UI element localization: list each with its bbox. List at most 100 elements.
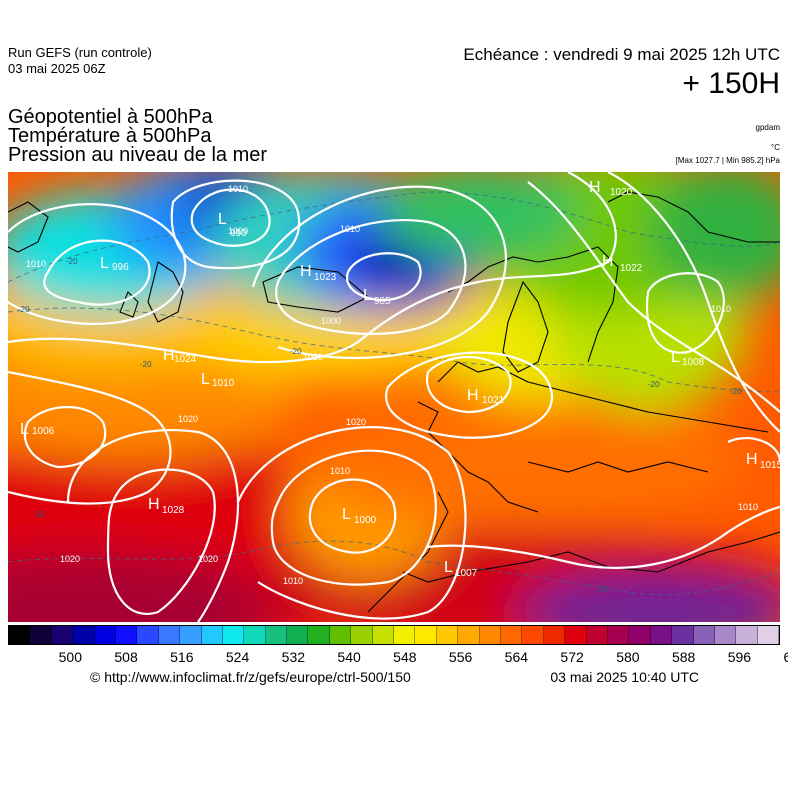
colorbar-swatch <box>415 626 437 644</box>
colorbar-swatch <box>436 626 459 644</box>
colorbar-swatch <box>158 626 181 644</box>
svg-text:990: 990 <box>230 228 247 239</box>
pressure-max-min: [Max 1027.7 | Min 985.2] hPa <box>675 156 780 165</box>
colorbar-swatch <box>9 626 31 644</box>
unit-geopotential: gpdam <box>755 123 780 132</box>
temperature-isotherms <box>8 191 780 596</box>
isobar-label: 1000 <box>321 316 341 326</box>
svg-text:1023: 1023 <box>314 272 337 283</box>
colorbar-tick-label: 508 <box>114 649 138 665</box>
isobar-label: 1020 <box>60 554 80 564</box>
colorbar-swatch <box>607 626 630 644</box>
colorbar-swatch <box>586 626 608 644</box>
colorbar-swatch <box>308 626 330 644</box>
isobar-label: 1020 <box>346 417 366 427</box>
svg-text:L: L <box>218 211 227 228</box>
isobar-label: 1010 <box>330 466 350 476</box>
temperature-label: -20 <box>730 387 742 396</box>
pressure-center: L 996 <box>100 255 129 273</box>
geopotential-shading <box>8 172 780 622</box>
run-title: Run GEFS (run controle) <box>8 45 152 60</box>
temperature-label: -20 <box>18 305 30 314</box>
svg-text:1010: 1010 <box>212 378 235 389</box>
layer-titles: Géopotentiel à 500hPa Température à 500h… <box>8 106 267 165</box>
colorbar-swatch <box>372 626 395 644</box>
svg-text:H: H <box>148 496 160 513</box>
coastlines <box>8 191 780 613</box>
isobars <box>8 172 780 622</box>
unit-temperature: °C <box>771 143 780 152</box>
pressure-center: H 1015 <box>746 451 780 471</box>
colorbar-swatch <box>650 626 673 644</box>
svg-text:H: H <box>467 387 479 404</box>
isobar-label: 1020 <box>198 554 218 564</box>
isobar-labels: 1010 1010 1010 1000 1020 1020 1020 1020 … <box>26 184 758 586</box>
isobar-label: 1020 <box>303 352 323 362</box>
colorbar-tick-label: 572 <box>560 649 584 665</box>
colorbar-swatch <box>565 626 587 644</box>
colorbar-tick-label: 540 <box>337 649 361 665</box>
pressure-center: L 1007 <box>444 559 478 579</box>
weather-map: 1010 1010 1010 1000 1020 1020 1020 1020 … <box>8 172 780 622</box>
svg-text:1006: 1006 <box>32 426 55 437</box>
isobar-label: 1010 <box>283 576 303 586</box>
colorbar-tick-labels: 500 508 516 524 532 540 548 556 564 572 580 588 596 6… <box>8 649 788 665</box>
temperature-label: -20 <box>290 347 302 356</box>
svg-text:1028: 1028 <box>162 505 185 516</box>
colorbar-swatch <box>693 626 715 644</box>
colorbar-swatch <box>222 626 245 644</box>
pressure-center: L 1008 <box>671 349 705 368</box>
colorbar-swatch <box>479 626 501 644</box>
svg-text:L: L <box>671 349 680 366</box>
temperature-label: -20 <box>648 380 660 389</box>
svg-text:1000: 1000 <box>354 515 377 526</box>
svg-text:H: H <box>163 347 175 364</box>
colorbar-tick-label: 604 <box>783 649 788 665</box>
colorbar-swatch <box>244 626 266 644</box>
colorbar-swatch <box>287 626 309 644</box>
colorbar-swatch <box>30 626 52 644</box>
svg-text:H: H <box>746 451 758 468</box>
isobar-label: 1010 <box>340 224 360 234</box>
colorbar-swatch <box>115 626 138 644</box>
valid-time: Echéance : vendredi 9 mai 2025 12h UTC <box>463 45 780 64</box>
colorbar-swatch <box>543 626 566 644</box>
colorbar-swatch <box>201 626 223 644</box>
isobar-label: 1020 <box>178 414 198 424</box>
colorbar-swatch <box>458 626 480 644</box>
credit-url: © http://www.infoclimat.fr/z/gefs/europe… <box>90 669 411 685</box>
svg-text:996: 996 <box>112 262 129 273</box>
colorbar-tick-label: 564 <box>504 649 529 665</box>
colorbar-swatch <box>736 626 758 644</box>
svg-text:1021: 1021 <box>482 395 505 406</box>
layer-title-geopotential: Géopotentiel à 500hPa <box>8 106 213 128</box>
colorbar-tick-label: 596 <box>727 649 752 665</box>
colorbar-swatch <box>51 626 74 644</box>
pressure-center: L 1010 <box>201 371 235 389</box>
colorbar-tick-label: 524 <box>225 649 250 665</box>
layer-title-temperature: Température à 500hPa <box>8 125 212 147</box>
svg-text:H: H <box>300 263 312 280</box>
temperature-label: -10 <box>33 510 45 519</box>
colorbar-tick-label: 516 <box>170 649 194 665</box>
weather-map-svg: 1010 1010 1010 1000 1020 1020 1020 1020 … <box>8 172 780 622</box>
svg-text:985: 985 <box>374 296 391 307</box>
svg-text:L: L <box>444 559 453 576</box>
colorbar-tick-label: 500 <box>58 649 82 665</box>
colorbar-tick-label: 588 <box>671 649 696 665</box>
pressure-center: L 1006 <box>20 421 55 438</box>
svg-text:L: L <box>201 371 210 388</box>
colorbar-swatch <box>137 626 159 644</box>
colorbar-swatch <box>500 626 523 644</box>
temperature-labels: -20 -20 -20 -20 -20 -20 -10 -10 <box>18 257 742 594</box>
colorbar-swatch <box>714 626 737 644</box>
pressure-center: L 985 <box>363 287 391 307</box>
run-date: 03 mai 2025 06Z <box>8 61 106 76</box>
colorbar <box>8 625 780 645</box>
svg-text:1024: 1024 <box>174 354 197 365</box>
svg-text:L: L <box>342 506 351 523</box>
svg-text:L: L <box>20 421 29 438</box>
colorbar-swatch <box>180 626 202 644</box>
